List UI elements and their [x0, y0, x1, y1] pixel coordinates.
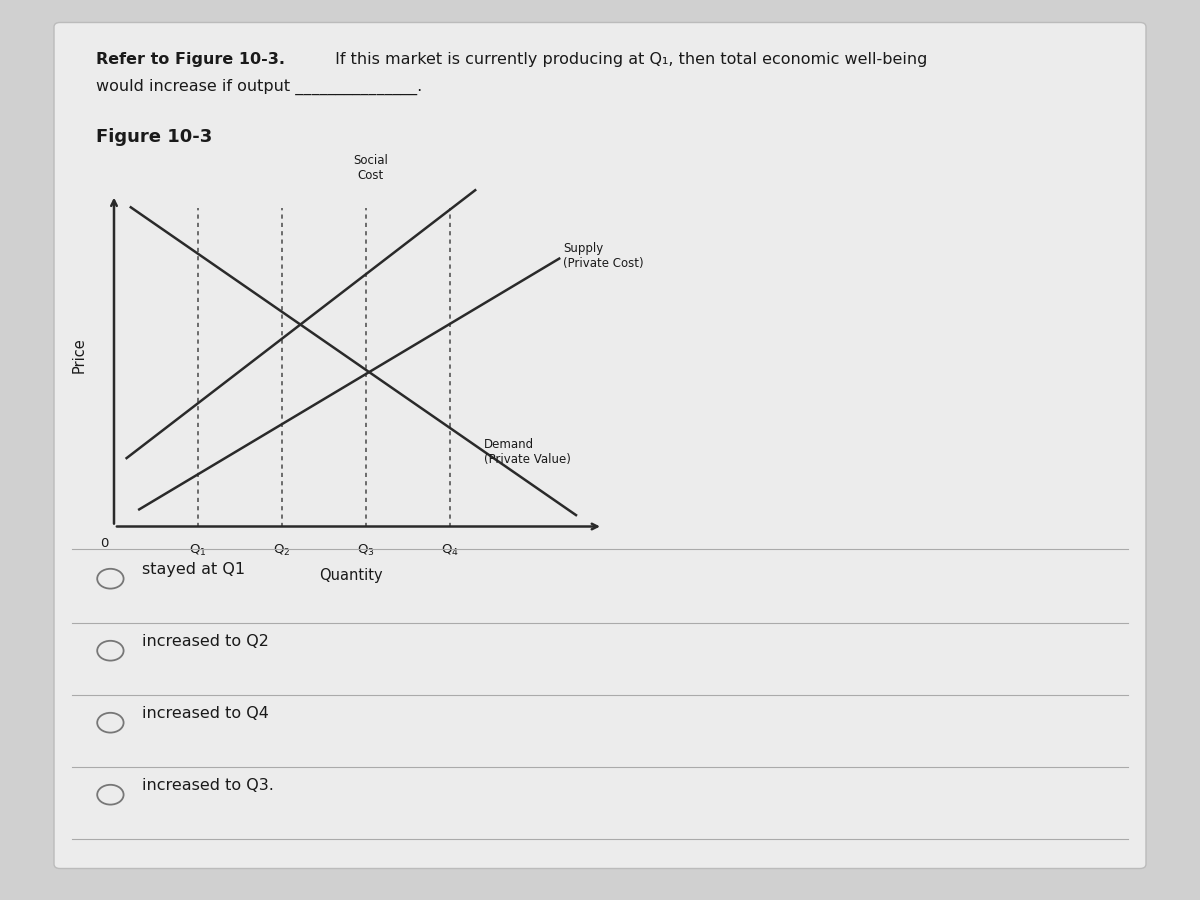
Text: Q$_1$: Q$_1$ — [190, 543, 206, 558]
FancyBboxPatch shape — [54, 22, 1146, 868]
Text: Supply
(Private Cost): Supply (Private Cost) — [564, 242, 644, 270]
Text: increased to Q4: increased to Q4 — [142, 706, 269, 721]
Text: Q$_3$: Q$_3$ — [358, 543, 374, 558]
Text: Demand
(Private Value): Demand (Private Value) — [484, 438, 570, 466]
Text: 0: 0 — [100, 536, 108, 550]
Text: increased to Q2: increased to Q2 — [142, 634, 269, 649]
Text: Figure 10-3: Figure 10-3 — [96, 128, 212, 146]
Text: Social
Cost: Social Cost — [353, 154, 388, 182]
Text: Price: Price — [71, 338, 86, 374]
Text: would increase if output _______________.: would increase if output _______________… — [96, 79, 422, 95]
Text: Quantity: Quantity — [319, 568, 383, 582]
Text: increased to Q3.: increased to Q3. — [142, 778, 274, 793]
Text: Refer to Figure 10-3.: Refer to Figure 10-3. — [96, 52, 286, 68]
Text: Q$_4$: Q$_4$ — [442, 543, 458, 558]
Text: If this market is currently producing at Q₁, then total economic well-being: If this market is currently producing at… — [330, 52, 928, 68]
Text: Q$_2$: Q$_2$ — [274, 543, 290, 558]
Text: stayed at Q1: stayed at Q1 — [142, 562, 245, 577]
